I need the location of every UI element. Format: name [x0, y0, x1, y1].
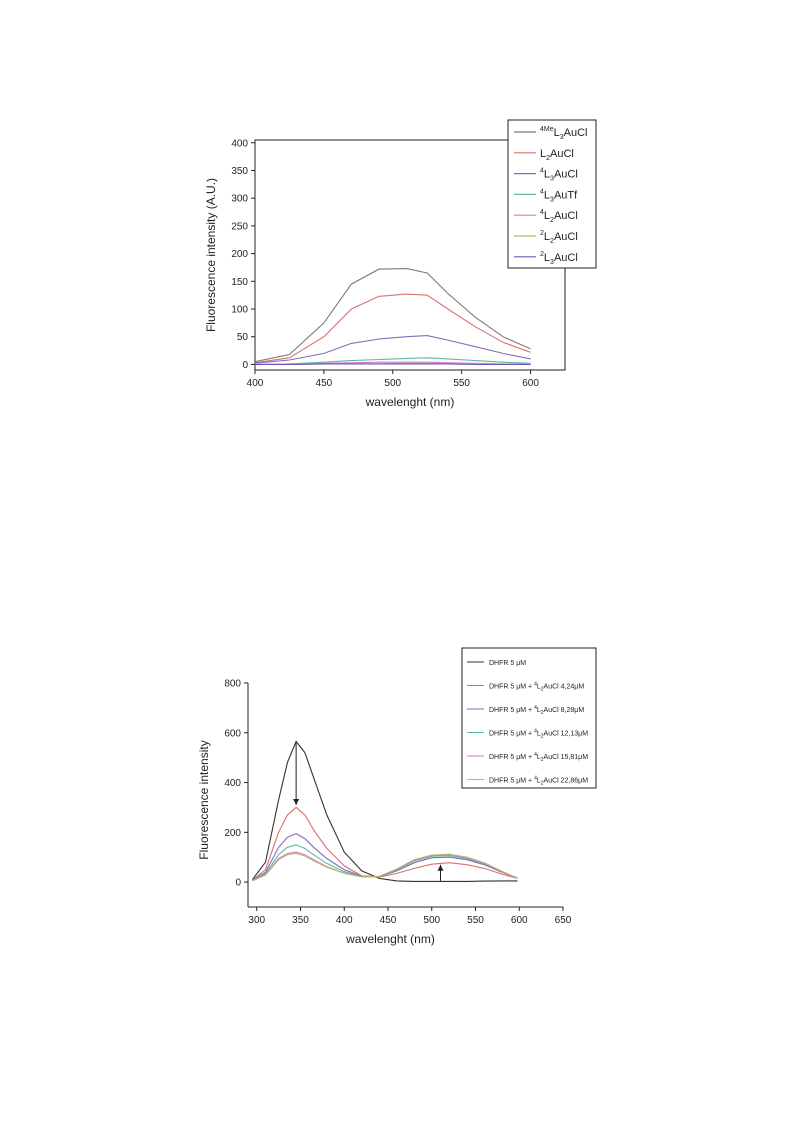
y-tick-label: 0 — [242, 360, 248, 371]
x-tick-label: 650 — [555, 915, 572, 926]
legend-entry: DHFR 5 μM + 4L2AuCl 15,81μM — [489, 752, 588, 763]
y-tick-label: 50 — [237, 332, 249, 343]
legend-entry: 4MeL3AuCl — [540, 126, 588, 141]
emission-spectra-chart: 400 450 500 550 600 0 50 100 150 200 250 300 350 400 w… — [204, 119, 597, 409]
series-line — [252, 806, 518, 881]
y-tick-label: 400 — [224, 778, 241, 789]
x-tick-label: 400 — [247, 378, 264, 389]
y-tick-label: 600 — [224, 728, 241, 739]
x-tick-label: 600 — [511, 915, 528, 926]
legend-entry: DHFR 5 μM + 4L2AuCl 22,86μM — [489, 776, 588, 787]
series-line — [254, 335, 531, 364]
y-axis-title: Fluorescence intensity — [197, 740, 211, 859]
legend-entry: DHFR 5 μM + 4L2AuCl 4,24μM — [489, 682, 584, 693]
x-tick-label: 500 — [423, 915, 440, 926]
series-line — [255, 363, 531, 366]
x-tick-label: 600 — [522, 378, 539, 389]
series-line — [252, 832, 518, 881]
x-axis-title: wavelenght (nm) — [365, 395, 455, 409]
y-tick-label: 200 — [224, 828, 241, 839]
x-tick-label: 350 — [292, 915, 309, 926]
legend-entry: 2L2AuCl — [540, 230, 578, 245]
legend-entry: 4L2AuCl — [540, 209, 578, 224]
y-tick-label: 350 — [231, 166, 248, 177]
x-tick-label: 300 — [248, 915, 265, 926]
legend-entry: DHFR 5 μM + 4L2AuCl 12,13μM — [489, 729, 588, 740]
x-tick-label: 450 — [316, 378, 333, 389]
x-tick-label: 400 — [336, 915, 353, 926]
y-tick-label: 0 — [235, 878, 241, 889]
y-tick-label: 800 — [224, 679, 241, 690]
series-line — [254, 293, 531, 364]
series-line — [254, 268, 531, 363]
y-tick-label: 250 — [231, 221, 248, 232]
y-tick-label: 400 — [231, 138, 248, 149]
legend-entry: 4L3AuCl — [540, 168, 578, 183]
y-tick-label: 300 — [231, 194, 248, 205]
legend-entry: 2L3AuCl — [540, 251, 578, 266]
legend-entry: 4L3AuTf — [540, 188, 578, 203]
series-line — [251, 740, 518, 882]
y-tick-label: 100 — [231, 305, 248, 316]
x-axis-title: wavelenght (nm) — [345, 932, 435, 946]
y-tick-label: 200 — [231, 249, 248, 260]
y-axis-title: Fluorescence intensity (A.U.) — [204, 178, 218, 332]
change-arrow-head — [437, 864, 444, 871]
legend-box — [461, 647, 597, 789]
y-tick-label: 150 — [231, 277, 248, 288]
x-tick-label: 450 — [380, 915, 397, 926]
x-tick-label: 550 — [467, 915, 484, 926]
series-line — [254, 361, 531, 366]
series-line — [252, 852, 518, 882]
legend-entry: L2AuCl — [540, 148, 574, 162]
x-tick-label: 500 — [384, 378, 401, 389]
series-line — [254, 357, 531, 366]
change-arrow-head — [293, 798, 300, 805]
legend-entry: DHFR 5 μM + 4L2AuCl 8,28μM — [489, 705, 584, 716]
x-tick-label: 550 — [453, 378, 470, 389]
legend-entry: DHFR 5 μM — [489, 660, 526, 667]
